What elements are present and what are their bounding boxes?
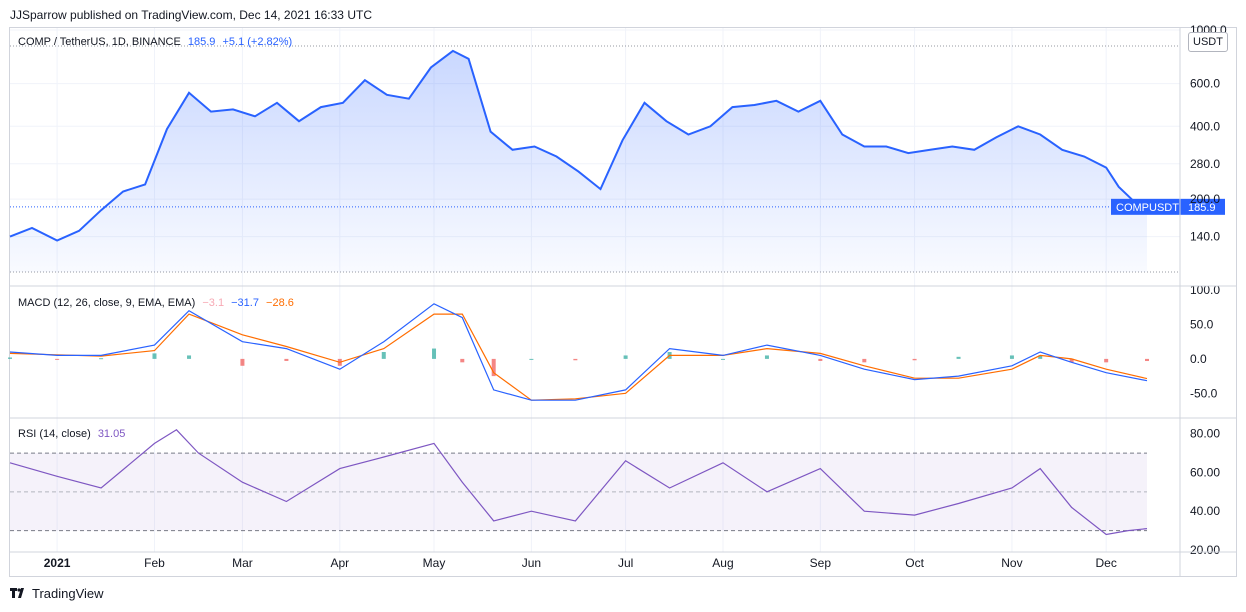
published-caption: JJSparrow published on TradingView.com, …: [10, 8, 372, 22]
rsi-tick-label: 60.00: [1190, 465, 1220, 479]
macd-hist-bar: [1069, 358, 1074, 363]
x-tick-label: Feb: [144, 556, 165, 570]
x-tick-label: May: [423, 556, 446, 570]
macd-hist-bar: [720, 358, 725, 360]
price-change: +5.1 (+2.82%): [222, 36, 293, 48]
axis-labels: 2021 Feb Mar Apr May Jun Jul Aug Sep Oct Nov Dec 100…: [44, 23, 1227, 570]
price-tick-label: 600.0: [1190, 77, 1220, 91]
macd-tick-label: 0.0: [1190, 352, 1207, 366]
macd-hist-bar: [818, 358, 823, 361]
price-series-group: COMPUSDT 185.9: [9, 49, 1225, 273]
price-legend: COMP / TetherUS, 1D, BINANCE 185.9 +5.1 …: [18, 36, 296, 48]
rsi-label: RSI (14, close): [18, 428, 91, 440]
macd-legend: MACD (12, 26, close, 9, EMA, EMA) −3.1 −…: [18, 297, 298, 309]
x-tick-label: Oct: [905, 556, 924, 570]
rsi-line: [9, 429, 1148, 536]
tradingview-logo: TradingView: [10, 586, 104, 601]
macd-signal-line: [9, 313, 1148, 401]
x-tick-label: Dec: [1095, 556, 1116, 570]
x-tick-label: Jul: [618, 556, 633, 570]
macd-hist-bar: [240, 358, 245, 366]
macd-hist-bar: [764, 355, 769, 359]
rsi-tick-label: 40.00: [1190, 504, 1220, 518]
macd-hist-bar: [1009, 355, 1014, 359]
symbol-label: COMP / TetherUS, 1D, BINANCE: [18, 36, 181, 48]
macd-hist-bar: [432, 348, 437, 359]
macd-tick-label: -50.0: [1190, 386, 1218, 400]
macd-hist-bar: [187, 355, 192, 359]
macd-hist-bar: [573, 358, 578, 361]
rsi-tick-label: 80.00: [1190, 427, 1220, 441]
macd-hist-bar: [491, 358, 496, 377]
x-tick-label: Aug: [712, 556, 733, 570]
x-tick-label: Jun: [522, 556, 541, 570]
macd-hist-bar: [1104, 358, 1109, 363]
symbol-tag-label: COMPUSDT: [1116, 202, 1179, 214]
last-price-tag-box: [1181, 198, 1225, 215]
currency-button[interactable]: USDT: [1188, 32, 1228, 52]
macd-value: −31.7: [231, 297, 259, 309]
macd-hist-bar: [623, 355, 628, 359]
price-tick-label: 400.0: [1190, 119, 1220, 133]
rsi-legend: RSI (14, close) 31.05: [18, 428, 129, 440]
x-tick-label: Mar: [232, 556, 253, 570]
macd-hist-bar: [862, 358, 867, 363]
last-price: 185.9: [187, 36, 216, 48]
macd-label: MACD (12, 26, close, 9, EMA, EMA): [18, 297, 196, 309]
x-tick-label: 2021: [44, 556, 71, 570]
macd-hist-bar: [381, 352, 386, 359]
brand-name: TradingView: [32, 586, 104, 601]
macd-hist-bar: [55, 358, 60, 360]
macd-series-group: [8, 303, 1149, 401]
macd-tick-label: 50.0: [1190, 317, 1214, 331]
rsi-value: 31.05: [97, 428, 126, 440]
macd-signal-value: −28.6: [266, 297, 294, 309]
rsi-series-group: [9, 429, 1148, 536]
macd-tick-label: 100.0: [1190, 283, 1220, 297]
symbol-tag-box: [1111, 198, 1181, 215]
macd-hist-bar: [8, 357, 12, 359]
macd-hist-bar: [99, 358, 104, 360]
rsi-tick-label: 20.00: [1190, 543, 1220, 557]
macd-hist-value: −3.1: [202, 297, 225, 309]
macd-hist-bar: [460, 358, 465, 363]
macd-line: [9, 303, 1148, 401]
macd-hist-bar: [529, 358, 534, 360]
macd-hist-bar: [1038, 355, 1043, 359]
macd-hist-bar: [284, 358, 289, 361]
price-tick-label: 280.0: [1190, 157, 1220, 171]
price-tick-label: 200.0: [1190, 192, 1220, 206]
price-area-fill: [10, 50, 1147, 273]
last-price-tag-value: 185.9: [1188, 202, 1216, 214]
x-tick-label: Sep: [810, 556, 832, 570]
x-tick-label: Nov: [1001, 556, 1022, 570]
rsi-band-group: [10, 452, 1147, 532]
pane-separators: [10, 28, 1236, 576]
macd-hist-bar: [912, 358, 917, 361]
x-tick-label: Apr: [330, 556, 349, 570]
chart-frame: [9, 27, 1237, 577]
macd-hist-bar: [152, 353, 157, 359]
price-tick-label: 140.0: [1190, 230, 1220, 244]
macd-hist-bar: [1145, 358, 1149, 362]
tradingview-logo-icon: [10, 587, 28, 600]
macd-hist-bar: [956, 356, 961, 359]
price-line: [9, 49, 1148, 242]
